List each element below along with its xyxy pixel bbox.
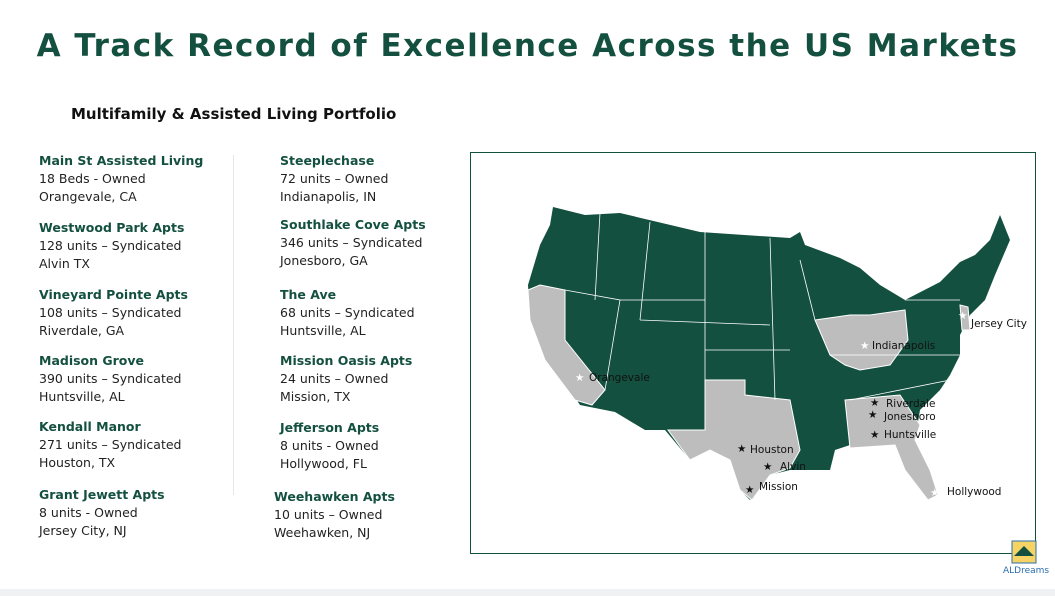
property-name: Westwood Park Apts	[39, 220, 185, 235]
marker: ★	[870, 397, 879, 409]
property-detail: 18 Beds - Owned	[39, 171, 146, 186]
property-name: Kendall Manor	[39, 419, 141, 434]
map-label: Houston	[750, 444, 794, 456]
property: Weehawken Apts 10 units – Owned Weehawken,…	[274, 488, 395, 542]
property: Westwood Park Apts 128 units – Syndicated…	[39, 219, 184, 273]
marker: ★	[575, 372, 584, 384]
property: Grant Jewett Apts 8 units - Owned Jersey C…	[39, 486, 165, 540]
marker: ★	[870, 429, 879, 441]
property-location: Indianapolis, IN	[280, 189, 377, 204]
map-frame	[470, 152, 1036, 554]
map-label: Mission	[759, 481, 798, 493]
property: Jefferson Apts 8 units - Owned Hollywood, …	[280, 419, 379, 473]
marker: ★	[860, 340, 869, 352]
property-location: Alvin TX	[39, 256, 90, 271]
property-location: Jersey City, NJ	[39, 523, 127, 538]
marker: ★	[763, 461, 772, 473]
logo-text: ALDreams	[1003, 566, 1050, 576]
map-label: Alvin	[780, 461, 806, 473]
property-detail: 390 units – Syndicated	[39, 371, 182, 386]
property-location: Jonesboro, GA	[280, 253, 368, 268]
property-location: Riverdale, GA	[39, 323, 125, 338]
map-label: Orangevale	[589, 372, 650, 384]
map-label: Huntsville	[884, 429, 936, 441]
footer-bar	[0, 589, 1055, 596]
property-name: Southlake Cove Apts	[280, 217, 426, 232]
property-name: Jefferson Apts	[280, 420, 380, 435]
logo-icon	[1011, 540, 1037, 564]
divider	[233, 155, 234, 495]
property-location: Huntsville, AL	[39, 389, 125, 404]
title: A Track Record of Excellence Across the …	[36, 28, 1019, 64]
marker: ★	[737, 443, 746, 455]
property-name: Mission Oasis Apts	[280, 353, 413, 368]
property-name: The Ave	[280, 287, 337, 302]
property: Kendall Manor 271 units – Syndicated Houst…	[39, 418, 181, 472]
property-name: Vineyard Pointe Apts	[39, 287, 188, 302]
map-label: Riverdale	[886, 398, 936, 410]
property: Main St Assisted Living 18 Beds - Owned Or…	[39, 152, 203, 206]
property-detail: 24 units – Owned	[280, 371, 389, 386]
map-label: Hollywood	[947, 486, 1001, 498]
property-name: Steeplechase	[280, 153, 375, 168]
subtitle: Multifamily & Assisted Living Portfolio	[71, 105, 397, 123]
property-detail: 10 units – Owned	[274, 507, 383, 522]
property-detail: 8 units - Owned	[280, 438, 379, 453]
property-location: Mission, TX	[280, 389, 351, 404]
property-name: Main St Assisted Living	[39, 153, 204, 168]
property-detail: 68 units – Syndicated	[280, 305, 415, 320]
map-label: Indianapolis	[872, 340, 935, 352]
property: The Ave 68 units – Syndicated Huntsville, …	[280, 286, 415, 340]
property-detail: 128 units – Syndicated	[39, 238, 182, 253]
property-detail: 72 units – Owned	[280, 171, 389, 186]
property-name: Grant Jewett Apts	[39, 487, 165, 502]
property-location: Hollywood, FL	[280, 456, 367, 471]
property: Steeplechase 72 units – Owned Indianapolis…	[280, 152, 388, 206]
property-location: Huntsville, AL	[280, 323, 366, 338]
property-name: Madison Grove	[39, 353, 145, 368]
property: Southlake Cove Apts 346 units – Syndicate…	[280, 216, 426, 270]
property-detail: 271 units – Syndicated	[39, 437, 182, 452]
state-borders	[564, 212, 960, 401]
property-location: Orangevale, CA	[39, 189, 137, 204]
marker: ★	[745, 484, 754, 496]
property: Vineyard Pointe Apts 108 units – Syndicat…	[39, 286, 188, 340]
property-location: Houston, TX	[39, 455, 116, 470]
property: Madison Grove 390 units – Syndicated Hunts…	[39, 352, 181, 406]
map-markers: ★ Orangevale ★ Indianapolis ★ Jersey Cit…	[575, 310, 1027, 499]
property-name: Weehawken Apts	[274, 489, 395, 504]
property-detail: 8 units - Owned	[39, 505, 138, 520]
property-detail: 108 units – Syndicated	[39, 305, 182, 320]
property: Mission Oasis Apts 24 units – Owned Missio…	[280, 352, 412, 406]
property-detail: 346 units – Syndicated	[280, 235, 423, 250]
marker: ★	[930, 487, 939, 499]
marker: ★	[958, 310, 967, 322]
map-label: Jonesboro	[883, 411, 936, 423]
marker: ★	[868, 409, 877, 421]
map-label: Jersey City	[970, 318, 1027, 330]
property-location: Weehawken, NJ	[274, 525, 371, 540]
